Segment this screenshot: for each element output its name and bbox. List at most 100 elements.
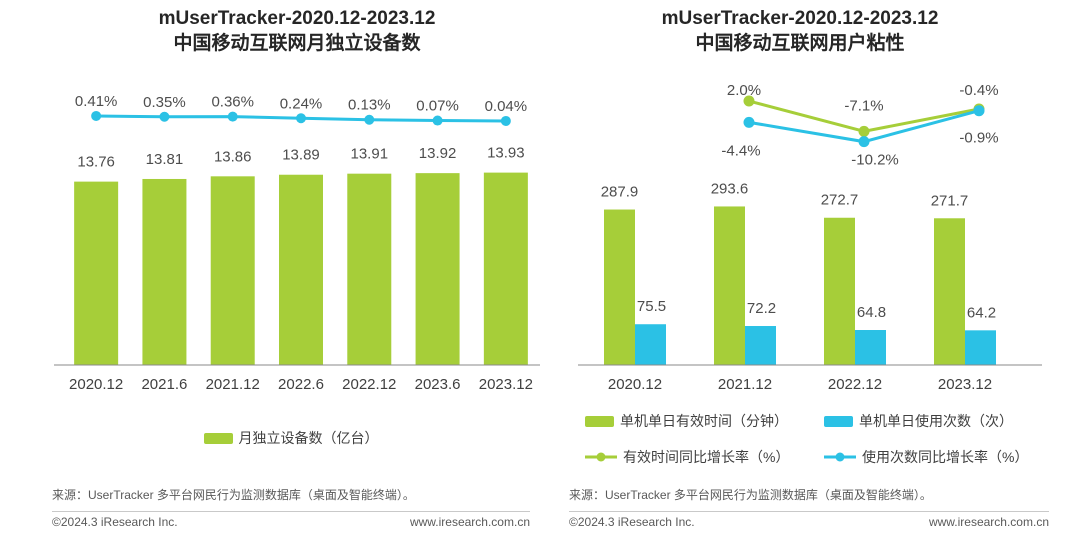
bar-time-2021.12	[714, 206, 745, 365]
source-note: 来源：UserTracker 多平台网民行为监测数据库（桌面及智能终端）。	[52, 488, 415, 502]
legend-item-time-growth-rate: 有效时间同比增长率（%）	[585, 447, 824, 467]
bar-2022.6	[279, 174, 323, 365]
bar-2022.12	[347, 173, 392, 365]
bar-value-label: 64.8	[857, 304, 886, 321]
line-marker	[159, 111, 170, 122]
line-value-label: 0.41%	[75, 93, 118, 110]
footer-row: ©2024.3 iResearch Inc. www.iresearch.com…	[569, 515, 1049, 529]
line-value-label: -0.4%	[959, 82, 998, 99]
bar-2021.6	[142, 178, 187, 365]
copyright-text: ©2024.3 iResearch Inc.	[569, 515, 695, 529]
legend-label: 单机单日使用次数（次）	[859, 413, 1013, 429]
legend-item-usage-count: 单机单日使用次数（次）	[824, 411, 1028, 431]
line-value-label: 0.36%	[211, 94, 254, 111]
bar-time-2023.12	[934, 218, 965, 365]
line-value-label: 0.04%	[485, 98, 528, 115]
line-marker	[432, 115, 443, 126]
left-chart-legend: 月独立设备数（亿台）	[52, 428, 530, 448]
line-value-label: -0.9%	[959, 130, 998, 147]
line-marker	[973, 105, 985, 117]
bar-2023.6	[415, 173, 460, 365]
line-marker	[858, 125, 870, 137]
bar-value-label: 287.9	[601, 184, 639, 201]
footer-divider	[52, 511, 530, 512]
line-value-label: -4.4%	[721, 142, 760, 159]
bar-2023.12	[483, 172, 528, 365]
legend-item-device-count: 月独立设备数（亿台）	[203, 428, 379, 448]
bar-value-label: 271.7	[931, 192, 969, 209]
bar-value-label: 64.2	[967, 304, 996, 321]
legend-label: 月独立设备数（亿台）	[238, 430, 379, 446]
x-axis-label: 2021.12	[206, 376, 260, 393]
legend-label: 单机单日有效时间（分钟）	[620, 413, 788, 429]
bar-value-label: 72.2	[747, 300, 776, 317]
line-value-label: 0.35%	[143, 94, 186, 111]
device-count-chart-plot: 13.76 2020.12 13.81 2021.6 13.86 2021.12 13.89…	[54, 93, 540, 393]
website-link[interactable]: www.iresearch.com.cn	[928, 515, 1049, 529]
line-marker	[743, 116, 755, 128]
legend-item-count-growth-rate: 使用次数同比增长率（%）	[824, 447, 1028, 467]
bar-time-2022.12	[824, 217, 855, 365]
line-value-label: 0.24%	[280, 95, 323, 112]
bar-swatch-green-icon	[585, 415, 614, 427]
bar-value-label: 293.6	[711, 180, 749, 197]
bar-value-label: 13.86	[214, 148, 252, 165]
bar-value-label: 13.89	[282, 147, 320, 164]
line-value-label: 0.07%	[416, 98, 459, 115]
right-chart-panel: mUserTracker-2020.12-2023.12 中国移动互联网用户粘性…	[540, 0, 1080, 535]
bar-swatch-green-icon	[203, 432, 233, 444]
x-axis-label: 2023.6	[415, 376, 461, 393]
x-axis-label: 2021.6	[141, 376, 187, 393]
bar-count-2020.12	[635, 324, 666, 365]
right-chart-title: mUserTracker-2020.12-2023.12 中国移动互联网用户粘性	[560, 6, 1040, 56]
line-value-label: 2.0%	[727, 82, 761, 99]
left-chart-title-line1: mUserTracker-2020.12-2023.12	[158, 8, 436, 29]
right-chart-title-line1: mUserTracker-2020.12-2023.12	[661, 8, 939, 29]
line-marker	[364, 114, 375, 125]
bar-value-label: 272.7	[821, 192, 859, 209]
x-axis-label: 2021.12	[718, 376, 772, 393]
bar-2021.12	[210, 176, 255, 365]
x-axis-label: 2023.12	[479, 376, 533, 393]
right-chart-title-line2: 中国移动互联网用户粘性	[695, 33, 905, 54]
website-link[interactable]: www.iresearch.com.cn	[409, 515, 530, 529]
line-value-label: -7.1%	[844, 97, 883, 114]
line-value-label: 0.13%	[348, 97, 391, 114]
x-axis-label: 2022.12	[342, 376, 396, 393]
bar-value-label: 13.93	[487, 145, 525, 162]
line-marker	[858, 136, 870, 148]
bar-value-label: 13.91	[351, 146, 389, 163]
line-marker	[500, 115, 511, 126]
line-marker	[743, 95, 755, 107]
stickiness-chart-plot: 287.9 75.5 2020.12 293.6 72.2 2021.12 272.7 64.…	[578, 82, 1042, 393]
line-marker	[91, 110, 102, 121]
bar-value-label: 75.5	[637, 298, 666, 315]
x-axis-label: 2022.6	[278, 376, 324, 393]
bar-2020.12	[74, 181, 119, 365]
bar-count-2021.12	[745, 326, 776, 365]
x-axis-label: 2022.12	[828, 376, 882, 393]
bar-value-label: 13.81	[146, 151, 184, 168]
left-chart-panel: mUserTracker-2020.12-2023.12 中国移动互联网月独立设…	[52, 6, 542, 529]
bar-value-label: 13.76	[77, 154, 115, 171]
left-chart-title: mUserTracker-2020.12-2023.12 中国移动互联网月独立设…	[52, 6, 542, 56]
footer-divider	[569, 511, 1049, 512]
left-chart-title-line2: 中国移动互联网月独立设备数	[173, 33, 421, 54]
x-axis-label: 2020.12	[608, 376, 662, 393]
source-note: 来源：UserTracker 多平台网民行为监测数据库（桌面及智能终端）。	[569, 488, 932, 502]
bar-swatch-blue-icon	[824, 415, 853, 427]
line-value-label: -10.2%	[851, 152, 899, 169]
copyright-text: ©2024.3 iResearch Inc.	[52, 515, 178, 529]
line-swatch-blue-icon	[824, 452, 856, 462]
bar-count-2022.12	[855, 330, 886, 365]
line-marker	[296, 113, 306, 124]
line-marker	[227, 111, 238, 122]
x-axis-label: 2023.12	[938, 376, 992, 393]
x-axis-label: 2020.12	[69, 376, 123, 393]
legend-label: 使用次数同比增长率（%）	[862, 449, 1029, 465]
right-chart-legend: 单机单日有效时间（分钟） 单机单日使用次数（次） 有效时间同比增长率（%） 使用…	[585, 411, 1028, 467]
line-swatch-green-icon	[585, 452, 617, 462]
footer-row: ©2024.3 iResearch Inc. www.iresearch.com…	[52, 515, 530, 529]
bar-value-label: 13.92	[419, 145, 457, 162]
